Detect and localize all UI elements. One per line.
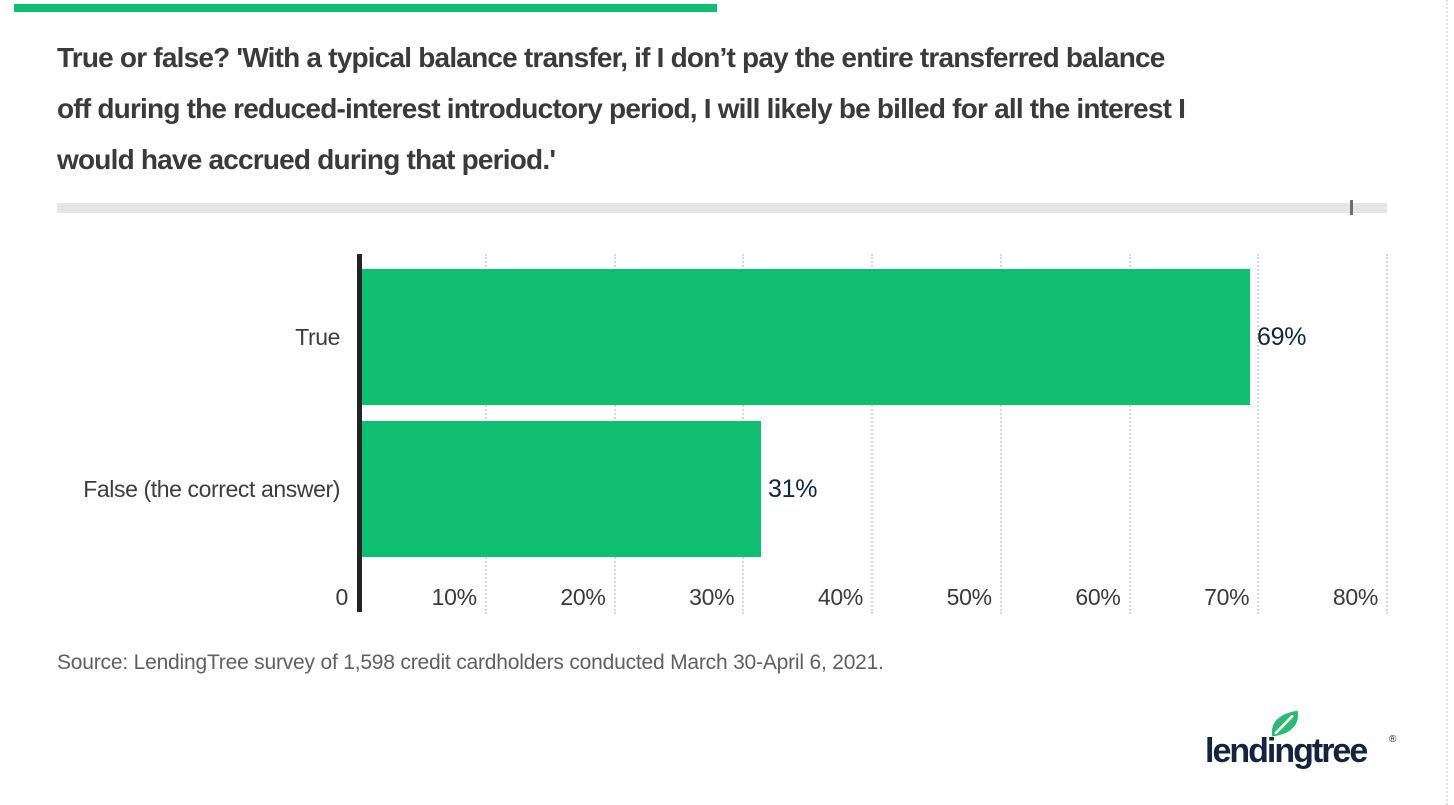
accent-bar [14,4,717,12]
chart-title: True or false? 'With a typical balance t… [57,32,1186,185]
lendingtree-logo: lendingtree ® [1205,710,1415,772]
bar-category-label: False (the correct answer) [83,476,340,502]
bar-value-label: 31% [768,475,818,503]
divider-tick [1350,200,1353,215]
x-tick-label: 40% [817,584,863,610]
gridline [999,254,1002,614]
chart-title-line: True or false? 'With a typical balance t… [57,42,1165,73]
y-axis-line [357,254,362,612]
chart-title-line: off during the reduced-interest introduc… [57,93,1186,124]
gridline [1386,254,1388,614]
x-tick-label: 10% [431,584,477,610]
gridline [1257,254,1260,614]
registered-mark: ® [1389,734,1397,745]
x-tick-label: 60% [1075,584,1121,610]
bar-value-label: 69% [1257,323,1307,351]
title-divider [57,203,1387,213]
gridline [1128,254,1131,614]
x-tick-label: 70% [1204,584,1250,610]
bar-category-label: True [295,324,340,350]
x-tick-label: 20% [560,584,606,610]
right-edge-border [1446,0,1448,805]
leaf-icon [1271,710,1299,737]
gridline [871,254,873,614]
x-tick-label: 0 [335,584,349,610]
bar [362,421,761,557]
logo-wordmark: lendingtree [1205,732,1368,770]
bar [362,269,1250,405]
x-tick-label: 50% [946,584,992,610]
x-tick-label: 30% [689,584,735,610]
source-note: Source: LendingTree survey of 1,598 cred… [57,651,884,674]
x-tick-label: 80% [1332,584,1378,610]
chart-title-line: would have accrued during that period.' [57,144,556,175]
